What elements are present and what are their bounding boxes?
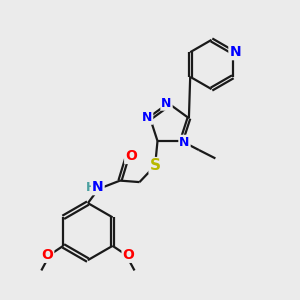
Text: N: N (142, 111, 152, 124)
Text: O: O (125, 149, 137, 163)
Text: O: O (123, 248, 134, 262)
Text: N: N (161, 97, 172, 110)
Text: N: N (179, 136, 190, 149)
Text: N: N (230, 45, 241, 59)
Text: S: S (150, 158, 160, 173)
Text: N: N (92, 180, 103, 194)
Text: H: H (86, 181, 96, 194)
Text: O: O (41, 248, 53, 262)
